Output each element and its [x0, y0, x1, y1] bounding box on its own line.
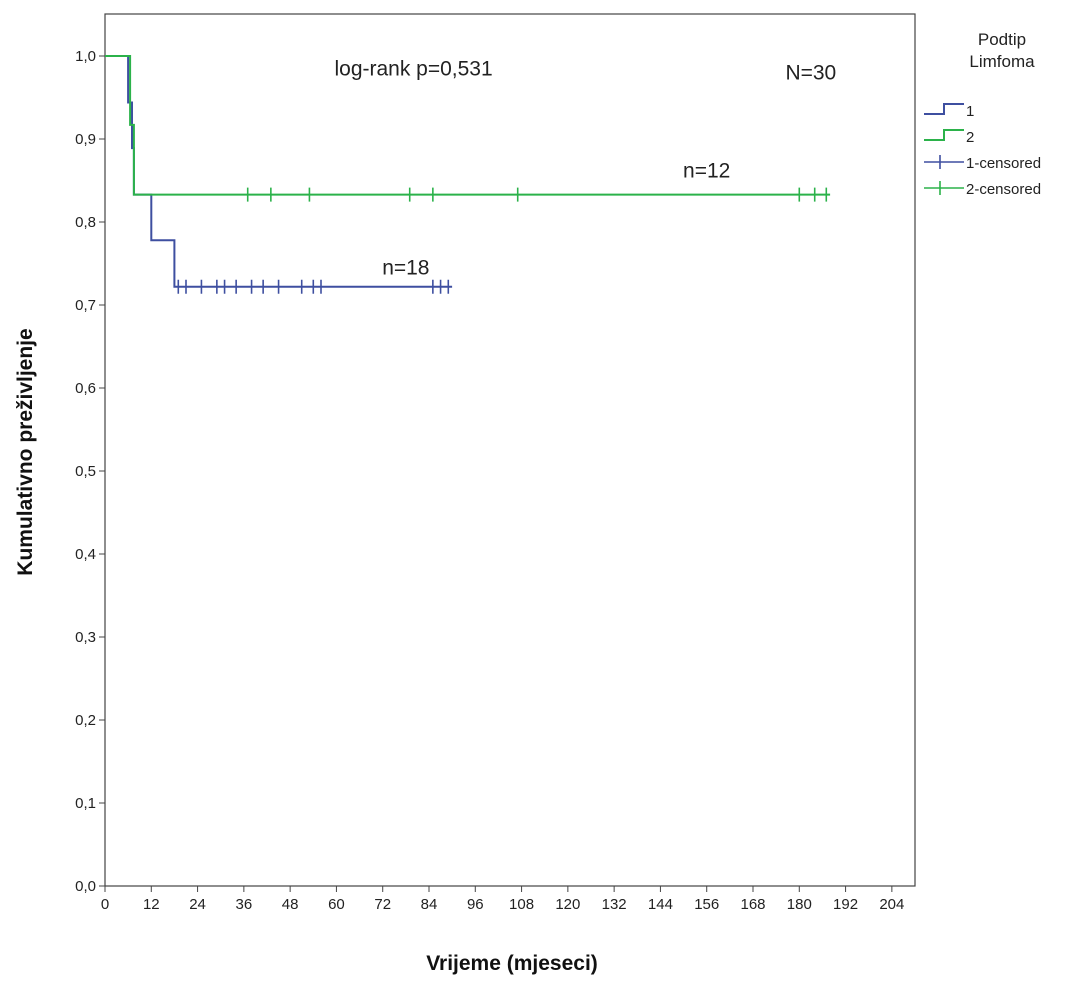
y-tick-label: 0,2 [75, 712, 96, 729]
y-tick-label: 0,6 [75, 380, 96, 397]
legend-entry-2: 2 [924, 129, 974, 146]
x-tick-label: 72 [374, 896, 391, 913]
y-tick-label: 1,0 [75, 48, 96, 65]
x-tick-label: 48 [282, 896, 299, 913]
x-tick-label: 144 [648, 896, 673, 913]
x-axis: 0 12 24 36 48 60 72 84 96 108 120 132 144 156 168 180 19… [101, 886, 904, 913]
y-tick-label: 0,4 [75, 546, 96, 563]
legend-label: 2 [966, 129, 974, 146]
x-tick-label: 156 [694, 896, 719, 913]
y-tick-label: 0,8 [75, 214, 96, 231]
x-tick-label: 204 [879, 896, 904, 913]
annotation-label: N=30 [785, 62, 836, 85]
legend-entry-1-censored: 1-censored [924, 155, 1041, 172]
series-2 [105, 55, 831, 202]
annotation-label: n=18 [382, 257, 429, 280]
x-tick-label: 0 [101, 896, 109, 913]
y-tick-label: 0,0 [75, 878, 96, 895]
legend-swatch-step [924, 103, 964, 115]
annotation-label: n=12 [683, 160, 730, 183]
x-tick-label: 192 [833, 896, 858, 913]
annotation-label: log-rank p=0,531 [334, 57, 492, 80]
y-tick-label: 0,3 [75, 629, 96, 646]
x-tick-label: 24 [189, 896, 206, 913]
x-tick-label: 108 [509, 896, 534, 913]
x-tick-label: 84 [421, 896, 438, 913]
y-tick-label: 0,9 [75, 131, 96, 148]
x-tick-label: 168 [740, 896, 765, 913]
legend-label: 1-censored [966, 155, 1041, 172]
annotation-layer: log-rank p=0,531 N=30 n=12 n=18 [334, 57, 836, 279]
y-tick-label: 0,1 [75, 795, 96, 812]
x-tick-label: 12 [143, 896, 160, 913]
series-2-line [105, 55, 831, 196]
legend-label: 1 [966, 103, 974, 120]
x-tick-label: 96 [467, 896, 484, 913]
x-tick-label: 132 [602, 896, 627, 913]
legend-title: Podtip [978, 30, 1026, 49]
legend: Podtip Limfoma 1 2 1-censored 2-censored [924, 30, 1041, 198]
plot-area [104, 13, 916, 887]
x-tick-label: 120 [555, 896, 580, 913]
y-tick-label: 0,5 [75, 463, 96, 480]
x-tick-label: 180 [787, 896, 812, 913]
legend-entry-2-censored: 2-censored [924, 181, 1041, 198]
y-axis: 0,0 0,1 0,2 0,3 0,4 0,5 0,6 0,7 0,8 0,9 1,0 [75, 48, 105, 895]
legend-swatch-step [924, 129, 964, 141]
legend-title: Limfoma [969, 52, 1035, 71]
x-tick-label: 60 [328, 896, 345, 913]
x-tick-label: 36 [236, 896, 253, 913]
legend-label: 2-censored [966, 181, 1041, 198]
legend-entry-1: 1 [924, 103, 974, 120]
x-axis-title: Vrijeme (mjeseci) [426, 952, 598, 975]
series-layer [105, 55, 831, 294]
y-axis-title: Kumulativno preživljenje [14, 328, 37, 575]
y-tick-label: 0,7 [75, 297, 96, 314]
